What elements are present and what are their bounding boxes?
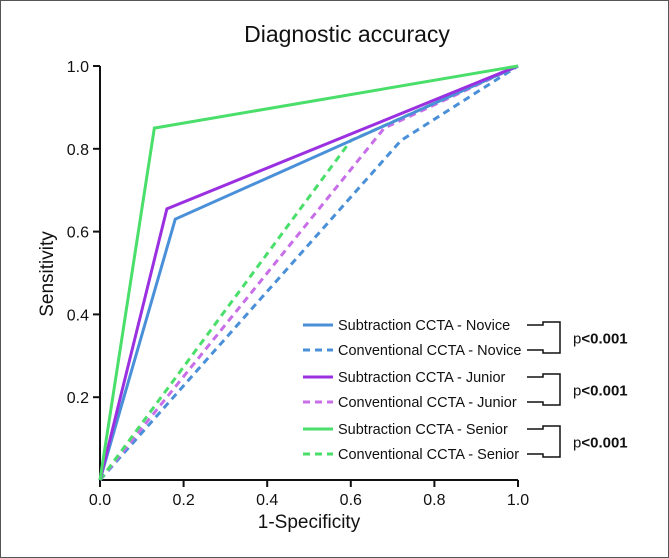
p-value-number-2: <0.001 xyxy=(581,435,627,452)
axes: 0.0 0.2 0.4 0.6 0.8 1.0 0.2 0.4 0.6 0.8 1.0 xyxy=(67,59,529,509)
p-value-prefix-1: p xyxy=(573,383,581,400)
y-tick-label-3: 0.8 xyxy=(67,142,89,159)
legend-label-5: Conventional CCTA - Senior xyxy=(338,447,519,463)
series-line-3 xyxy=(98,64,519,481)
series-line-4 xyxy=(98,64,519,481)
p-value-number-0: <0.001 xyxy=(581,331,627,348)
legend-label-0: Subtraction CCTA - Novice xyxy=(338,318,510,334)
y-tick-label-0: 0.2 xyxy=(67,390,89,407)
y-tick-label-2: 0.6 xyxy=(67,225,89,242)
x-tick-label-3: 0.6 xyxy=(340,492,362,509)
legend-label-2: Subtraction CCTA - Junior xyxy=(338,370,506,386)
x-axis-label: 1-Specificity xyxy=(258,512,361,533)
y-axis-label: Sensitivity xyxy=(37,231,58,317)
y-tick-label-1: 0.4 xyxy=(67,307,89,324)
series-line-1 xyxy=(98,64,519,481)
series-layer xyxy=(98,64,519,481)
p-value-0: p<0.001 xyxy=(573,331,628,348)
bracket-0 xyxy=(527,321,561,354)
p-value-2: p<0.001 xyxy=(573,435,628,452)
p-value-prefix-0: p xyxy=(573,331,581,348)
bracket-2 xyxy=(527,425,561,458)
x-tick-label-2: 0.4 xyxy=(256,492,278,509)
x-tick-label-4: 0.8 xyxy=(423,492,445,509)
x-tick-label-1: 0.2 xyxy=(172,492,194,509)
p-value-1: p<0.001 xyxy=(573,383,628,400)
legend-label-1: Conventional CCTA - Novice xyxy=(338,343,521,359)
legend-label-4: Subtraction CCTA - Senior xyxy=(338,422,508,438)
bracket-1 xyxy=(527,373,561,406)
chart-title: Diagnostic accuracy xyxy=(244,21,450,47)
p-value-number-1: <0.001 xyxy=(581,383,627,400)
legend-label-3: Conventional CCTA - Junior xyxy=(338,395,517,411)
x-tick-label-0: 0.0 xyxy=(89,492,111,509)
p-value-prefix-2: p xyxy=(573,435,581,452)
legend: Subtraction CCTA - Novice Conventional CC… xyxy=(303,318,628,463)
y-tick-label-4: 1.0 xyxy=(67,59,89,76)
x-tick-label-5: 1.0 xyxy=(507,492,529,509)
